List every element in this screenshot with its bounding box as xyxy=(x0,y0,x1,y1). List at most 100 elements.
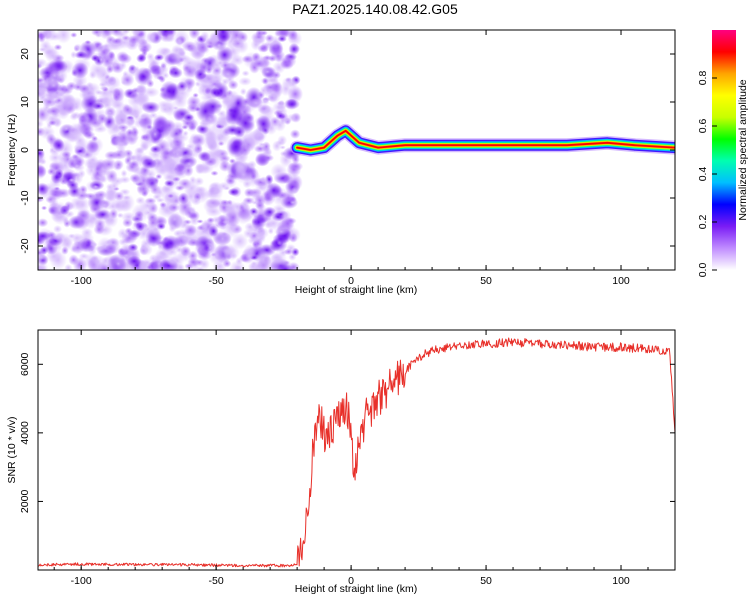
noise-blob xyxy=(227,80,239,90)
noise-blob xyxy=(288,43,300,56)
noise-blob xyxy=(276,264,294,270)
noise-blob xyxy=(48,160,65,176)
noise-blob xyxy=(90,54,100,62)
noise-blob xyxy=(38,195,45,203)
noise-blob xyxy=(226,135,246,158)
noise-blob xyxy=(129,173,141,183)
noise-blob xyxy=(71,241,85,255)
noise-blob xyxy=(147,61,161,75)
noise-blob xyxy=(181,56,197,70)
noise-blob xyxy=(90,242,98,248)
noise-blob xyxy=(206,44,214,49)
noise-blob xyxy=(214,229,231,249)
noise-blob xyxy=(223,186,231,191)
noise-blob xyxy=(74,51,88,59)
noise-blob xyxy=(111,257,125,270)
noise-blob xyxy=(146,79,155,88)
noise-blob xyxy=(45,133,57,145)
noise-blob xyxy=(192,133,206,147)
noise-blob xyxy=(289,129,301,139)
snr-frame xyxy=(37,329,676,571)
noise-blob xyxy=(191,196,202,206)
noise-blob xyxy=(220,199,230,206)
noise-blob xyxy=(259,86,268,95)
colorbar-gradient xyxy=(712,30,736,270)
y-tick-label: 4000 xyxy=(19,421,31,445)
noise-blob xyxy=(287,161,304,172)
noise-blob xyxy=(229,54,245,66)
colorbar-tick-label: 0.8 xyxy=(697,71,709,86)
noise-blob xyxy=(243,228,255,239)
noise-blob xyxy=(86,138,99,154)
noise-blob xyxy=(265,76,279,85)
figure-title: PAZ1.2025.140.08.42.G05 xyxy=(292,1,458,17)
noise-blob xyxy=(217,60,224,66)
noise-blob xyxy=(175,185,185,191)
x-tick-label: 50 xyxy=(480,275,492,287)
noise-blob xyxy=(38,182,49,196)
noise-blob xyxy=(184,223,197,237)
noise-blob xyxy=(288,78,298,90)
noise-blob xyxy=(206,115,215,124)
noise-blob xyxy=(68,201,76,210)
noise-blob xyxy=(181,124,189,130)
noise-blob xyxy=(280,210,292,222)
noise-blob xyxy=(89,70,97,80)
noise-blob xyxy=(52,232,65,242)
noise-blob xyxy=(199,61,210,74)
noise-blob xyxy=(81,227,93,238)
noise-blob xyxy=(94,89,104,96)
noise-blob xyxy=(234,39,249,54)
noise-blob xyxy=(162,236,169,244)
noise-blob xyxy=(255,229,266,242)
noise-blob xyxy=(288,196,297,203)
noise-blob xyxy=(121,231,138,245)
noise-blob xyxy=(67,122,84,141)
noise-blob xyxy=(199,73,207,79)
noise-blob xyxy=(182,130,189,137)
x-tick-label: -50 xyxy=(209,575,224,587)
noise-blob xyxy=(146,124,153,130)
snr-x-axis-label: Height of straight line (km) xyxy=(295,583,418,595)
noise-blob xyxy=(270,163,288,179)
x-tick-label: 50 xyxy=(480,575,492,587)
noise-blob xyxy=(133,65,140,73)
noise-blob xyxy=(55,30,72,44)
noise-blob xyxy=(243,187,255,198)
noise-blob xyxy=(263,194,274,202)
noise-blob xyxy=(120,79,128,86)
noise-blob xyxy=(73,144,84,152)
noise-blob xyxy=(38,218,49,228)
noise-blob xyxy=(173,86,191,101)
noise-blob xyxy=(67,158,77,169)
noise-blob xyxy=(92,184,99,190)
noise-blob xyxy=(131,127,140,138)
noise-blob xyxy=(243,244,258,259)
noise-blob xyxy=(159,201,167,208)
noise-blob xyxy=(172,106,179,111)
noise-blob xyxy=(213,88,224,98)
noise-blob xyxy=(48,120,57,126)
noise-blob xyxy=(140,113,147,120)
noise-blob xyxy=(85,192,96,200)
y-tick-label: 10 xyxy=(19,96,31,108)
noise-blob xyxy=(283,248,294,256)
noise-blob xyxy=(187,257,200,267)
noise-blob xyxy=(239,87,247,96)
noise-blob xyxy=(61,151,72,159)
noise-blob xyxy=(38,264,43,270)
noise-blob xyxy=(46,73,59,88)
x-tick-label: 0 xyxy=(348,275,354,287)
noise-blob xyxy=(49,249,67,270)
noise-blob xyxy=(105,75,121,91)
noise-blob xyxy=(76,151,87,159)
noise-blob xyxy=(160,47,171,54)
noise-blob xyxy=(272,233,289,245)
noise-blob xyxy=(68,233,76,239)
noise-blob xyxy=(228,30,245,43)
noise-blob xyxy=(119,176,131,184)
x-tick-label: 0 xyxy=(348,575,354,587)
noise-blob xyxy=(148,223,162,239)
noise-blob xyxy=(135,221,145,232)
noise-blob xyxy=(158,250,167,257)
